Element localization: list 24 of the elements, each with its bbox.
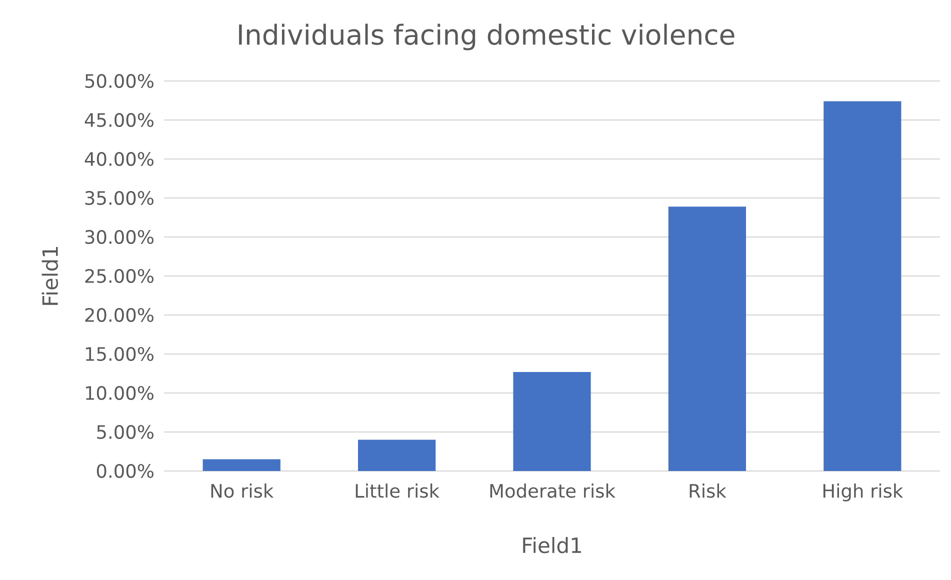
bar	[513, 372, 591, 471]
y-tick-label: 40.00%	[84, 152, 154, 166]
y-tick-label: 35.00%	[85, 191, 154, 205]
y-tick-label: 5.00%	[97, 425, 154, 439]
y-tick-label: 30.00%	[85, 230, 154, 244]
x-tick-label: Risk	[690, 484, 726, 498]
y-tick-label: 50.00%	[85, 74, 154, 88]
x-tick-label: No risk	[211, 484, 274, 498]
y-tick-label: 0.00%	[96, 464, 154, 478]
y-tick-label: 20.00%	[85, 308, 154, 322]
y-tick-label: 45.00%	[84, 113, 154, 127]
bar	[668, 206, 746, 471]
y-tick-label: 10.00%	[86, 386, 154, 400]
bar	[358, 440, 436, 471]
y-axis-title: Field1	[42, 247, 58, 305]
chart-title: Individuals facing domestic violence	[239, 24, 734, 50]
x-tick-label: Little risk	[356, 484, 440, 498]
x-axis-title: Field1	[523, 536, 581, 554]
y-tick-label: 15.00%	[86, 347, 154, 361]
bar	[202, 459, 280, 471]
bar	[824, 101, 902, 471]
x-tick-label: High risk	[823, 484, 904, 502]
x-tick-label: Moderate risk	[490, 484, 616, 498]
y-tick-label: 25.00%	[85, 269, 154, 283]
